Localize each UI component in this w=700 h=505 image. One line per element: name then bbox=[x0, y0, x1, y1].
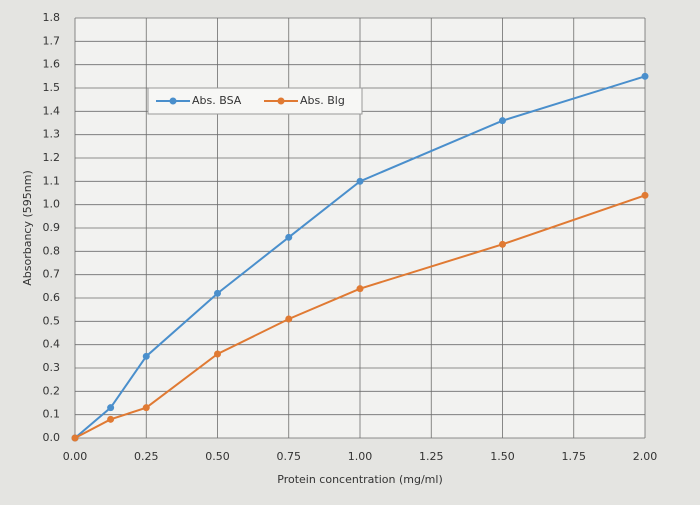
x-tick-label: 0.75 bbox=[277, 450, 302, 463]
y-tick-label: 1.7 bbox=[43, 34, 61, 47]
point bbox=[499, 117, 506, 125]
point bbox=[142, 404, 150, 412]
x-tick-label: 0.25 bbox=[134, 450, 159, 463]
y-tick-label: 1.3 bbox=[43, 128, 61, 141]
y-tick-label: 1.6 bbox=[43, 58, 61, 71]
y-tick-label: 0.2 bbox=[43, 384, 61, 397]
y-tick-label: 0.0 bbox=[43, 431, 61, 444]
point bbox=[107, 404, 115, 412]
y-tick-label: 0.1 bbox=[43, 408, 61, 421]
point bbox=[285, 233, 293, 241]
y-tick-label: 0.3 bbox=[43, 361, 61, 374]
y-axis-title: Absorbancy (595nm) bbox=[21, 170, 34, 286]
x-tick-label: 1.75 bbox=[562, 450, 587, 463]
point bbox=[499, 240, 506, 248]
point bbox=[356, 285, 364, 293]
x-tick-label: 0.00 bbox=[63, 450, 88, 463]
series-line bbox=[74, 194, 646, 439]
y-tick-label: 1.0 bbox=[43, 198, 61, 211]
point bbox=[214, 350, 221, 358]
point bbox=[285, 315, 293, 323]
y-tick-label: 0.5 bbox=[43, 314, 61, 327]
legend-label: Abs. Blg bbox=[300, 94, 345, 107]
y-tick-label: 0.7 bbox=[43, 268, 61, 281]
x-tick-label: 1.25 bbox=[419, 450, 444, 463]
legend-swatch-marker bbox=[277, 97, 285, 105]
x-tick-label: 1.00 bbox=[348, 450, 373, 463]
series-line bbox=[74, 75, 646, 439]
y-tick-label: 1.1 bbox=[43, 174, 61, 187]
y-tick-label: 1.4 bbox=[43, 104, 61, 117]
x-tick-label: 1.50 bbox=[490, 450, 515, 463]
point bbox=[641, 72, 649, 80]
point bbox=[356, 177, 364, 185]
point bbox=[71, 434, 79, 442]
point bbox=[641, 191, 649, 199]
x-tick-label: 2.00 bbox=[633, 450, 658, 463]
point bbox=[142, 352, 150, 360]
y-tick-label: 1.5 bbox=[43, 81, 61, 94]
y-tick-label: 0.6 bbox=[43, 291, 61, 304]
point bbox=[107, 415, 115, 423]
legend-label: Abs. BSA bbox=[192, 94, 242, 107]
y-tick-label: 0.8 bbox=[43, 244, 61, 257]
y-tick-label: 1.8 bbox=[43, 11, 61, 24]
x-axis-title: Protein concentration (mg/ml) bbox=[277, 473, 443, 486]
x-tick-label: 0.50 bbox=[205, 450, 230, 463]
legend-swatch-marker bbox=[169, 97, 177, 105]
y-tick-label: 0.4 bbox=[43, 338, 61, 351]
y-tick-label: 0.9 bbox=[43, 221, 61, 234]
point bbox=[214, 289, 221, 297]
y-tick-label: 1.2 bbox=[43, 151, 61, 164]
